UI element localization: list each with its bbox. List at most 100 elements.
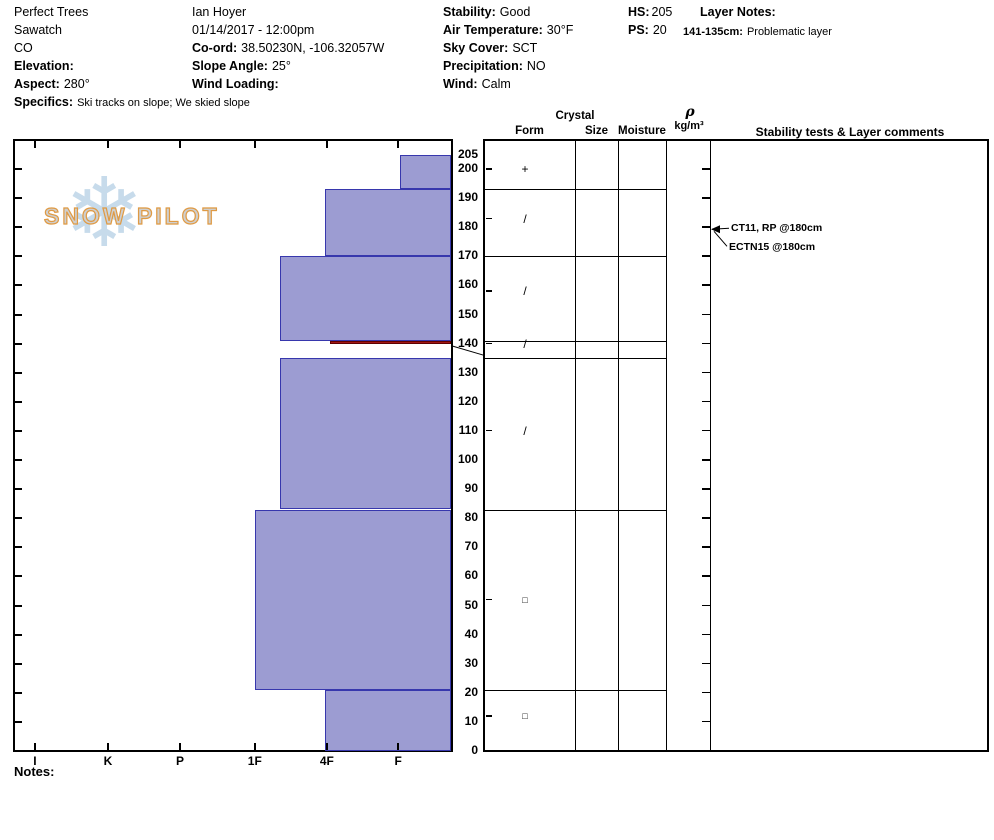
notes-label: Notes: [14, 764, 55, 779]
depth-tick [15, 459, 22, 462]
density-scale-tick [702, 546, 710, 548]
hardness-tick-top [325, 141, 328, 148]
slope-angle-row: Slope Angle: 25° [192, 59, 291, 73]
layer-boundary-line [484, 689, 666, 691]
depth-tick-label: 80 [464, 510, 478, 525]
depth-tick-label: 190 [457, 190, 478, 205]
depth-tick-label: 180 [457, 219, 478, 234]
density-scale-tick [702, 168, 710, 170]
hardness-tick-bottom [397, 743, 400, 750]
hardness-tick-label: 4F [319, 754, 334, 768]
crystal-panel-box [483, 139, 989, 752]
density-units-header: kg/m³ [674, 120, 704, 132]
layer-boundary-line [484, 509, 666, 511]
density-scale-tick [702, 459, 710, 461]
depth-tick [15, 371, 22, 374]
density-scale-tick [702, 226, 710, 228]
pit-state: CO [14, 41, 33, 55]
grain-form-symbol: + [521, 162, 529, 177]
stability-test-annotation: CT11, RP @180cm [731, 222, 823, 234]
depth-tick-label: 140 [457, 335, 478, 350]
hardness-tick-label: K [103, 754, 113, 768]
depth-tick [15, 226, 22, 229]
depth-tick [15, 429, 22, 432]
depth-tick [15, 400, 22, 403]
depth-tick [15, 604, 22, 607]
hardness-tick-top [253, 141, 256, 148]
hs-row: HS: 205 [628, 5, 673, 19]
stability-row: Stability: Good [443, 5, 531, 19]
depth-tick [15, 197, 22, 200]
hardness-tick-top [397, 141, 400, 148]
coord-row: Co-ord: 38.50230N, -106.32057W [192, 41, 385, 55]
grain-form-symbol: □ [522, 594, 528, 605]
hardness-tick-label: P [176, 754, 185, 768]
depth-tick-label: 120 [457, 393, 478, 408]
density-symbol-header: ρ [685, 104, 695, 120]
depth-tick-label: 30 [464, 655, 478, 670]
stability-comments-header: Stability tests & Layer comments [755, 125, 945, 139]
hardness-tick-label: 1F [247, 754, 262, 768]
layer-boundary-line [484, 340, 666, 342]
depth-tick [15, 342, 22, 345]
observer-name: Ian Hoyer [192, 5, 247, 19]
depth-tick-label: 0 [471, 743, 478, 757]
density-scale-tick [702, 197, 710, 199]
depth-tick-label: 40 [464, 626, 478, 641]
crystal-header: Crystal [555, 110, 595, 122]
ps-row: PS: 20 [628, 23, 667, 37]
density-scale-tick [702, 255, 710, 257]
grain-form-symbol: / [523, 284, 527, 299]
grain-form-symbol: / [523, 336, 527, 351]
density-scale-tick [702, 284, 710, 286]
snow-layer [280, 358, 451, 510]
density-scale-tick [702, 488, 710, 490]
density-scale-tick [702, 662, 710, 665]
stability-test-annotation: ECTN15 @180cm [729, 241, 816, 253]
layer-boundary-line [484, 256, 666, 258]
hardness-tick-bottom [106, 743, 109, 750]
hardness-tick-label: F [394, 754, 402, 768]
grain-row-tick [486, 429, 492, 432]
density-scale-tick [702, 371, 710, 374]
density-scale-tick [702, 313, 710, 316]
grain-form-symbol: / [523, 211, 527, 226]
depth-tick [15, 517, 22, 520]
depth-tick [15, 284, 22, 287]
size-column-header: Size [584, 125, 608, 137]
layer-note-row: 141-135cm: Problematic layer [683, 26, 832, 38]
depth-tick [15, 575, 22, 578]
specifics-row: Specifics: Ski tracks on slope; We skied … [14, 95, 250, 109]
grain-row-tick [486, 715, 492, 717]
sky-cover-row: Sky Cover: SCT [443, 41, 538, 55]
grain-row-tick [486, 342, 492, 345]
depth-tick-label: 200 [457, 161, 478, 176]
density-scale-tick [702, 517, 710, 519]
layer-boundary-line [484, 358, 666, 360]
snowpilot-logo-text: SNOW PILOT [43, 202, 220, 229]
depth-tick-label: 160 [457, 277, 478, 292]
panel-column-divider [666, 140, 667, 751]
depth-tick [15, 168, 22, 171]
panel-column-divider [575, 140, 576, 751]
density-scale-tick [702, 400, 710, 403]
pit-name: Perfect Trees [14, 5, 89, 19]
panel-column-divider [618, 140, 619, 751]
layer-notes-header: Layer Notes: [700, 5, 776, 19]
pit-datetime: 01/14/2017 - 12:00pm [192, 23, 315, 37]
depth-tick-label: 70 [464, 539, 478, 554]
hardness-tick-bottom [253, 743, 256, 750]
depth-tick-label: 110 [458, 422, 478, 437]
depth-tick-label: 60 [464, 568, 478, 583]
hardness-plot-box [13, 139, 453, 752]
problematic-layer [329, 340, 451, 344]
grain-row-tick [486, 168, 492, 170]
depth-tick [15, 255, 22, 258]
depth-tick-label: 100 [457, 452, 478, 467]
depth-tick-label: 20 [464, 684, 478, 699]
density-scale-tick [702, 342, 710, 345]
hardness-tick-top [179, 141, 182, 148]
form-column-header: Form [515, 125, 544, 137]
depth-tick [15, 313, 22, 316]
